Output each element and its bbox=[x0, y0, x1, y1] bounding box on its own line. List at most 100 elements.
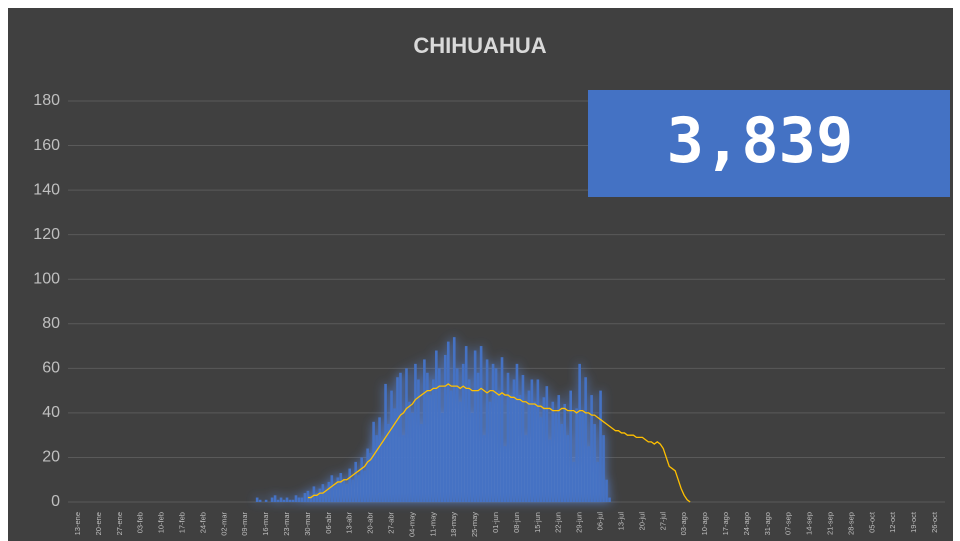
bar bbox=[470, 412, 474, 502]
x-tick-label: 20-jul bbox=[637, 512, 646, 531]
bar bbox=[327, 481, 331, 502]
x-tick-label: 17-ago bbox=[721, 512, 730, 535]
y-tick-label: 20 bbox=[42, 449, 60, 466]
y-tick-label: 60 bbox=[42, 360, 60, 377]
bar bbox=[255, 497, 259, 502]
bar bbox=[390, 390, 393, 502]
bar bbox=[584, 377, 587, 502]
total-box bbox=[588, 90, 950, 197]
x-tick-label: 29-jun bbox=[575, 512, 584, 533]
bar bbox=[342, 479, 346, 502]
bar bbox=[285, 497, 289, 502]
bar bbox=[518, 395, 522, 502]
x-tick-label: 27-abr bbox=[387, 512, 396, 534]
x-tick-label: 03-feb bbox=[136, 512, 145, 533]
bar bbox=[563, 403, 567, 502]
y-tick-label: 0 bbox=[51, 493, 60, 510]
total-value: 3,839 bbox=[667, 104, 854, 177]
bar bbox=[497, 390, 501, 502]
bar bbox=[273, 495, 277, 502]
bar bbox=[572, 461, 575, 502]
x-tick-label: 10-ago bbox=[700, 512, 709, 535]
x-tick-label: 12-oct bbox=[888, 511, 897, 533]
bar bbox=[488, 401, 492, 502]
bar bbox=[276, 499, 280, 502]
bar bbox=[330, 475, 334, 502]
bar bbox=[500, 357, 504, 502]
bar bbox=[512, 379, 516, 502]
bar bbox=[596, 461, 599, 502]
bar bbox=[348, 468, 352, 502]
x-tick-label: 25-may bbox=[470, 512, 479, 537]
bar bbox=[411, 412, 414, 502]
bar bbox=[375, 435, 378, 502]
y-tick-label: 120 bbox=[33, 226, 60, 243]
bar bbox=[557, 395, 561, 502]
x-tick-label: 10-feb bbox=[157, 512, 166, 533]
bar bbox=[521, 375, 525, 502]
bar bbox=[369, 452, 372, 502]
x-tick-label: 20-abr bbox=[366, 512, 375, 534]
bar bbox=[449, 390, 453, 502]
bar bbox=[372, 421, 375, 502]
x-tick-label: 07-sep bbox=[784, 512, 793, 535]
bar bbox=[467, 379, 471, 502]
bar bbox=[270, 497, 274, 502]
bar bbox=[455, 368, 459, 502]
x-tick-label: 13-abr bbox=[345, 512, 354, 534]
bar bbox=[354, 461, 358, 502]
bar bbox=[524, 435, 528, 502]
x-tick-label: 13-ene bbox=[73, 512, 82, 535]
bar bbox=[569, 390, 573, 502]
bar bbox=[387, 424, 390, 502]
bar bbox=[539, 417, 543, 502]
bar bbox=[357, 475, 360, 502]
y-tick-label: 160 bbox=[33, 137, 60, 154]
bar bbox=[402, 435, 405, 502]
y-tick-label: 40 bbox=[42, 404, 60, 421]
bar bbox=[312, 486, 316, 502]
bar bbox=[345, 484, 349, 502]
bar bbox=[423, 359, 426, 502]
bar bbox=[536, 379, 540, 502]
bar bbox=[435, 350, 438, 502]
bar bbox=[414, 363, 417, 502]
bar bbox=[602, 435, 605, 502]
x-tick-label: 15-jun bbox=[533, 512, 542, 533]
bar bbox=[294, 495, 298, 502]
y-tick-label: 100 bbox=[33, 270, 60, 287]
x-tick-label: 05-oct bbox=[867, 511, 876, 533]
bar bbox=[575, 408, 578, 502]
bar bbox=[509, 395, 513, 502]
bar bbox=[464, 346, 468, 502]
bar bbox=[378, 417, 381, 502]
bar bbox=[315, 493, 319, 502]
bar bbox=[303, 493, 307, 502]
bar bbox=[417, 379, 420, 502]
bar bbox=[443, 354, 447, 502]
bar bbox=[381, 439, 384, 502]
bar bbox=[545, 386, 549, 502]
bar bbox=[432, 379, 435, 502]
moving-average-line bbox=[307, 383, 691, 503]
bar bbox=[336, 477, 340, 502]
x-tick-label: 01-jun bbox=[491, 512, 500, 533]
bar bbox=[482, 435, 486, 502]
bar bbox=[533, 401, 537, 502]
bar bbox=[396, 377, 399, 502]
bar bbox=[339, 473, 343, 502]
bar bbox=[473, 350, 477, 502]
x-tick-label: 17-feb bbox=[177, 512, 186, 533]
bar bbox=[420, 424, 423, 502]
x-tick-label: 11-may bbox=[428, 512, 437, 537]
x-tick-label: 28-sep bbox=[846, 512, 855, 535]
x-tick-label: 21-sep bbox=[825, 512, 834, 535]
x-tick-label: 27-ene bbox=[115, 512, 124, 535]
bar bbox=[324, 490, 328, 502]
bar bbox=[587, 446, 590, 502]
bar bbox=[429, 395, 432, 502]
bar bbox=[458, 401, 462, 502]
bar bbox=[581, 412, 584, 502]
x-tick-label: 13-jul bbox=[616, 512, 625, 531]
